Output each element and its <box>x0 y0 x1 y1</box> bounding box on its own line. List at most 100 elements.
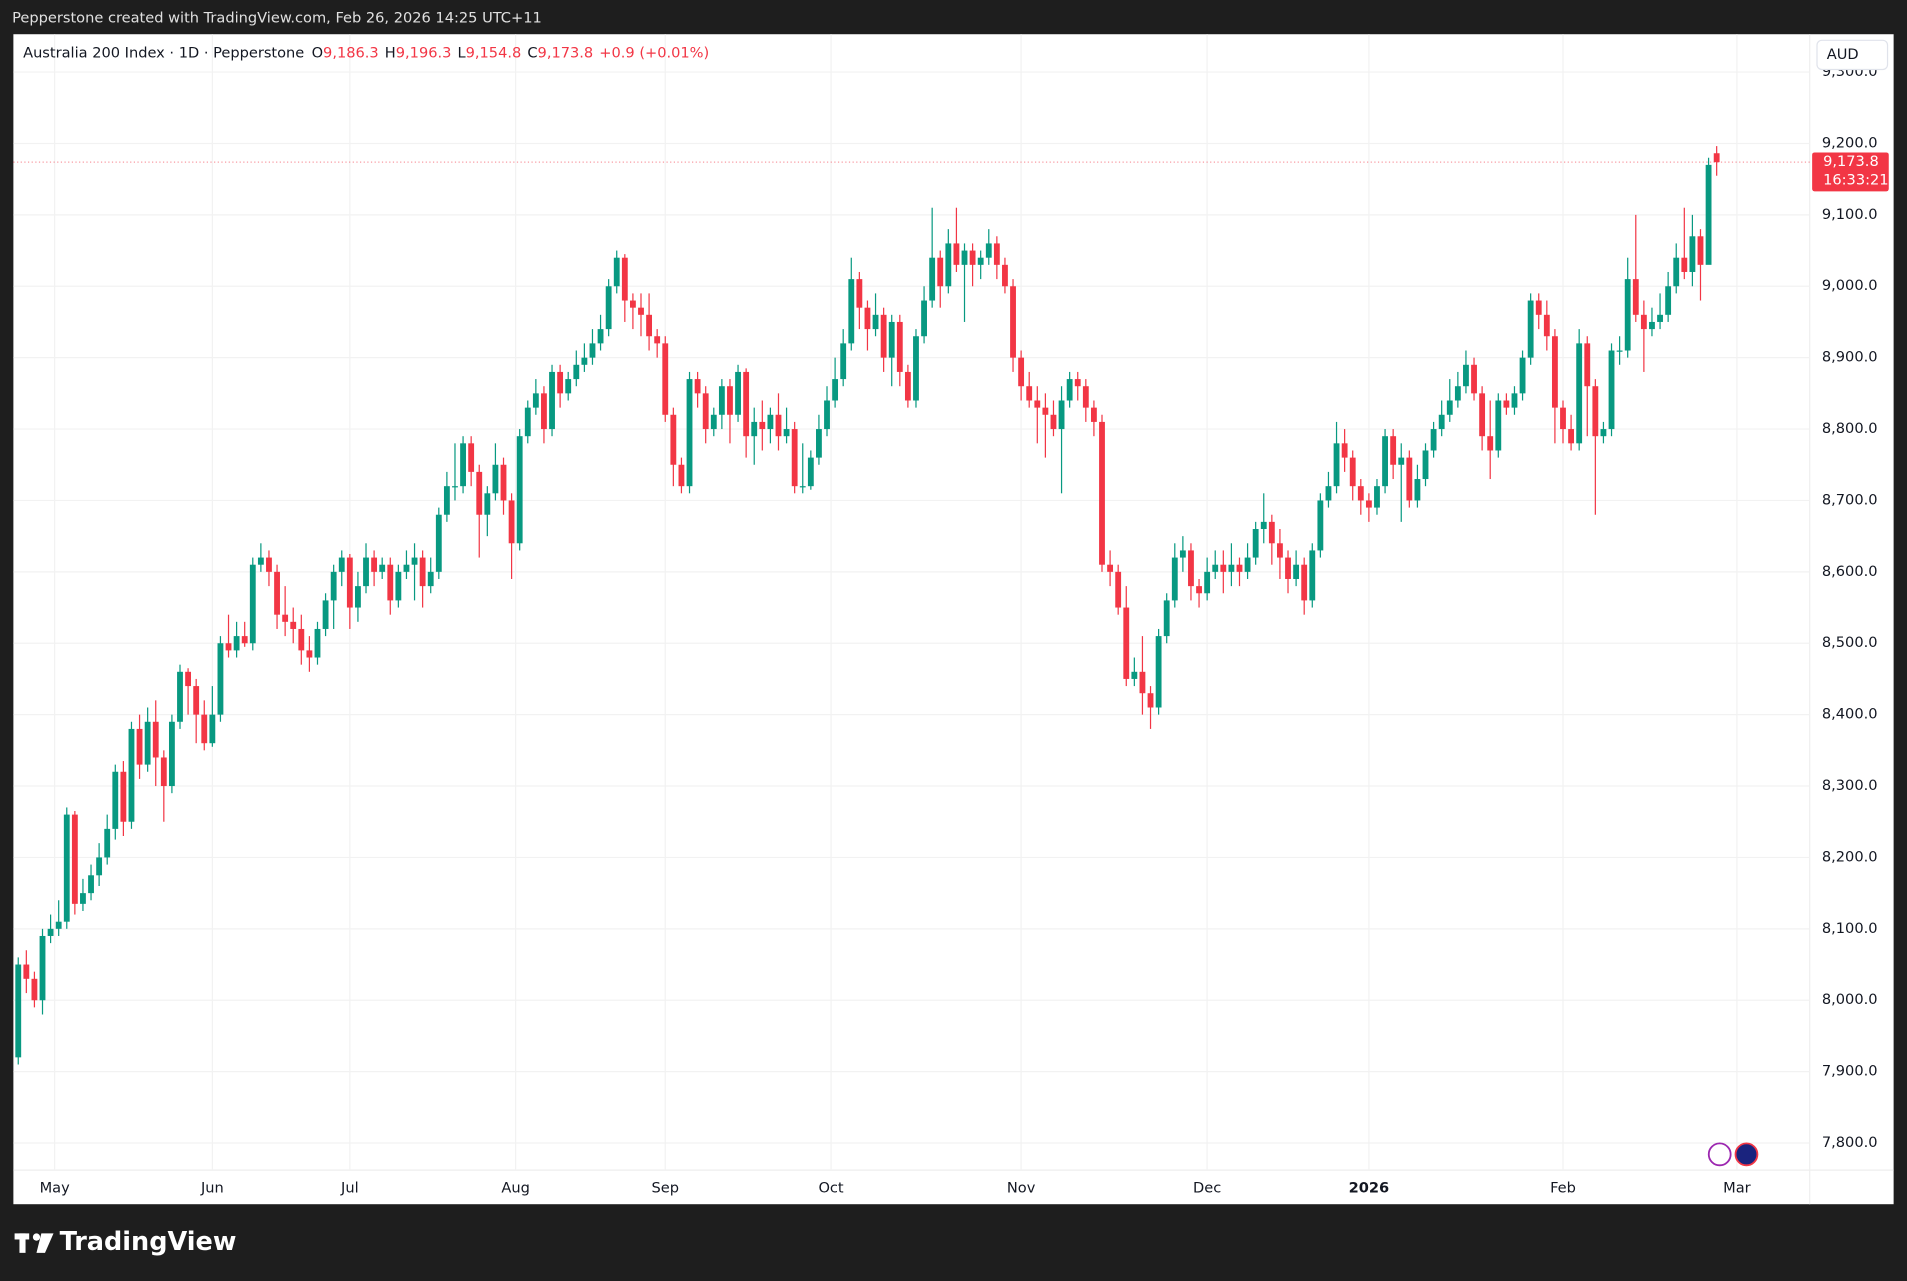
candle-body <box>15 964 22 1058</box>
candle-body <box>452 486 458 488</box>
candle-body <box>492 464 499 494</box>
candle-body <box>298 628 305 651</box>
candle-body <box>629 300 636 308</box>
candle-body <box>969 250 976 265</box>
candle-body <box>330 571 337 601</box>
candle-body <box>233 636 240 651</box>
candle-body <box>541 393 547 430</box>
currency-label[interactable]: AUD <box>1827 46 1859 63</box>
y-tick-label: 8,900.0 <box>1822 349 1878 366</box>
candle-body <box>1430 429 1437 451</box>
candle-body <box>1479 393 1486 437</box>
candle-body <box>702 393 709 430</box>
candle-body <box>929 257 936 301</box>
x-tick-label: May <box>40 1179 71 1196</box>
candle-body <box>880 314 887 358</box>
candle-body <box>686 379 693 487</box>
candle-body <box>1446 400 1453 415</box>
candle-body <box>47 928 54 936</box>
candle-body <box>864 307 871 330</box>
x-tick-label: Jul <box>340 1179 359 1196</box>
candle-body <box>468 443 475 472</box>
candle-body <box>1390 436 1397 465</box>
x-tick-label: Sep <box>652 1179 679 1196</box>
candle-body <box>953 243 960 265</box>
legend-value: 9,173.8 <box>538 45 594 62</box>
candle-body <box>1519 357 1526 394</box>
y-tick-label: 8,300.0 <box>1822 777 1878 794</box>
y-tick-label: 9,000.0 <box>1822 277 1878 294</box>
candle-body <box>371 557 378 572</box>
candle-body <box>524 407 531 437</box>
candle-body <box>484 493 491 515</box>
candle-body <box>282 614 289 622</box>
candle-body <box>338 557 345 572</box>
candle-body <box>241 636 248 644</box>
candle-body <box>557 371 564 394</box>
candle-body <box>1244 557 1251 572</box>
candle-body <box>807 457 814 487</box>
candle-body <box>1705 164 1712 265</box>
candle-body <box>1681 257 1688 272</box>
candle-body <box>613 257 620 287</box>
currency-button[interactable] <box>1816 39 1889 71</box>
candle-body <box>1026 386 1033 401</box>
candle-body <box>508 500 515 544</box>
flag-icon[interactable] <box>1734 1142 1759 1167</box>
candle-body <box>1131 671 1138 679</box>
candle-body <box>1463 364 1469 387</box>
y-tick-label: 8,500.0 <box>1822 634 1878 651</box>
candle-body <box>937 257 944 287</box>
candle-body <box>136 728 143 765</box>
candle-body <box>1018 357 1025 387</box>
candle-body <box>1406 457 1413 501</box>
footer-logo-mark <box>14 1233 54 1253</box>
x-tick-label: Feb <box>1550 1179 1576 1196</box>
candle-body <box>427 571 434 587</box>
candle-body <box>1414 479 1421 501</box>
x-tick-label: 2026 <box>1349 1179 1390 1196</box>
candle-body <box>993 243 1000 265</box>
candle-body <box>1277 543 1283 558</box>
candle-body <box>1576 343 1583 444</box>
candle-body <box>1624 279 1631 351</box>
y-tick-label: 8,700.0 <box>1822 491 1878 508</box>
candle-body <box>1139 671 1146 694</box>
candle-body <box>1074 379 1081 387</box>
price-tag-label: 9,173.8 <box>1823 153 1879 170</box>
candle-body <box>209 714 216 744</box>
candle-body <box>1196 586 1202 594</box>
candle-body <box>718 386 725 415</box>
candle-body <box>80 893 86 904</box>
candle-body <box>1495 400 1502 451</box>
candle-body <box>1228 564 1235 572</box>
candle-body <box>1616 350 1623 352</box>
plot: 7,800.0 7,900.0 8,000.0 8,100.0 8,200.0 8,300… <box>13 34 1889 1196</box>
legend-key: H <box>385 45 396 62</box>
candle-body <box>1107 564 1114 572</box>
candle-body <box>435 514 442 572</box>
candle-body <box>904 371 911 401</box>
candle-body <box>1155 636 1162 708</box>
candle-body <box>1665 286 1672 315</box>
candle-body <box>1640 314 1647 330</box>
event-icon[interactable] <box>1707 1142 1732 1167</box>
candle-body <box>1657 314 1663 322</box>
candle-body <box>1301 564 1308 601</box>
y-tick-label: 8,800.0 <box>1822 420 1878 437</box>
candle-body <box>775 414 782 437</box>
candle-body <box>411 557 418 565</box>
candle-body <box>23 964 30 979</box>
candle-body <box>1632 279 1639 315</box>
candle-body <box>1220 564 1227 572</box>
candle-body <box>1592 386 1599 437</box>
candle-body <box>1325 486 1332 501</box>
candle-body <box>1099 421 1105 565</box>
candle-body <box>824 400 830 430</box>
candle-body <box>1689 236 1696 272</box>
candle-body <box>346 557 353 608</box>
y-tick-label: 9,100.0 <box>1822 206 1878 223</box>
candle-body <box>322 600 329 629</box>
candle-body <box>1260 521 1267 530</box>
candle-body <box>257 557 264 565</box>
